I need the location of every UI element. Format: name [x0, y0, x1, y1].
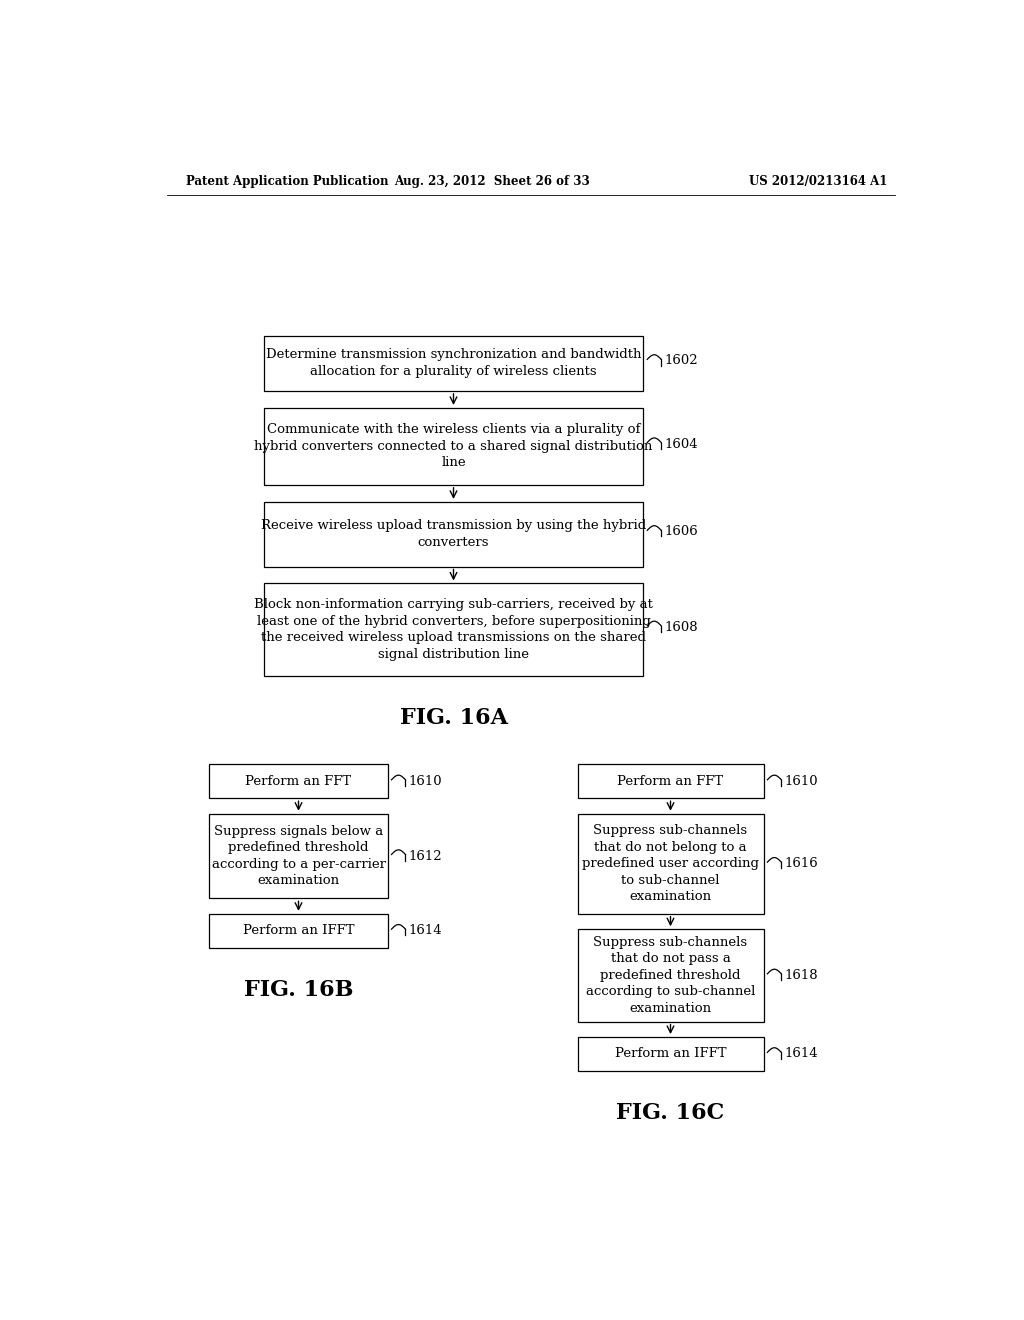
Bar: [263, 502, 643, 566]
Text: 1614: 1614: [409, 924, 442, 937]
Bar: [578, 764, 764, 799]
Bar: [209, 913, 388, 948]
Text: Perform an IFFT: Perform an IFFT: [243, 924, 354, 937]
Text: 1612: 1612: [409, 850, 442, 862]
Text: 1606: 1606: [665, 525, 698, 539]
Text: 1610: 1610: [784, 775, 818, 788]
Text: Receive wireless upload transmission by using the hybrid
converters: Receive wireless upload transmission by …: [261, 519, 646, 549]
Text: 1608: 1608: [665, 620, 698, 634]
Text: Block non-information carrying sub-carriers, received by at
least one of the hyb: Block non-information carrying sub-carri…: [254, 598, 653, 661]
Text: Perform an FFT: Perform an FFT: [246, 775, 351, 788]
Text: Perform an FFT: Perform an FFT: [617, 775, 724, 788]
Bar: [578, 1038, 764, 1071]
Bar: [578, 929, 764, 1022]
Bar: [209, 764, 388, 799]
Text: FIG. 16A: FIG. 16A: [399, 708, 508, 729]
Text: 1602: 1602: [665, 354, 698, 367]
Text: FIG. 16B: FIG. 16B: [244, 979, 353, 1001]
Bar: [209, 813, 388, 899]
Bar: [578, 813, 764, 913]
Text: 1616: 1616: [784, 857, 818, 870]
Bar: [263, 335, 643, 391]
Bar: [263, 408, 643, 484]
Text: 1614: 1614: [784, 1047, 818, 1060]
Text: Suppress sub-channels
that do not belong to a
predefined user according
to sub-c: Suppress sub-channels that do not belong…: [582, 824, 759, 903]
Text: Aug. 23, 2012  Sheet 26 of 33: Aug. 23, 2012 Sheet 26 of 33: [394, 176, 590, 187]
Text: Patent Application Publication: Patent Application Publication: [186, 176, 389, 187]
Text: 1618: 1618: [784, 969, 818, 982]
Text: FIG. 16C: FIG. 16C: [616, 1102, 725, 1125]
Bar: [263, 583, 643, 676]
Text: US 2012/0213164 A1: US 2012/0213164 A1: [750, 176, 888, 187]
Text: 1604: 1604: [665, 437, 698, 450]
Text: Communicate with the wireless clients via a plurality of
hybrid converters conne: Communicate with the wireless clients vi…: [254, 424, 652, 470]
Text: Suppress signals below a
predefined threshold
according to a per-carrier
examina: Suppress signals below a predefined thre…: [212, 825, 385, 887]
Text: 1610: 1610: [409, 775, 442, 788]
Text: Perform an IFFT: Perform an IFFT: [614, 1047, 726, 1060]
Text: Determine transmission synchronization and bandwidth
allocation for a plurality : Determine transmission synchronization a…: [266, 348, 641, 378]
Text: Suppress sub-channels
that do not pass a
predefined threshold
according to sub-c: Suppress sub-channels that do not pass a…: [586, 936, 755, 1015]
